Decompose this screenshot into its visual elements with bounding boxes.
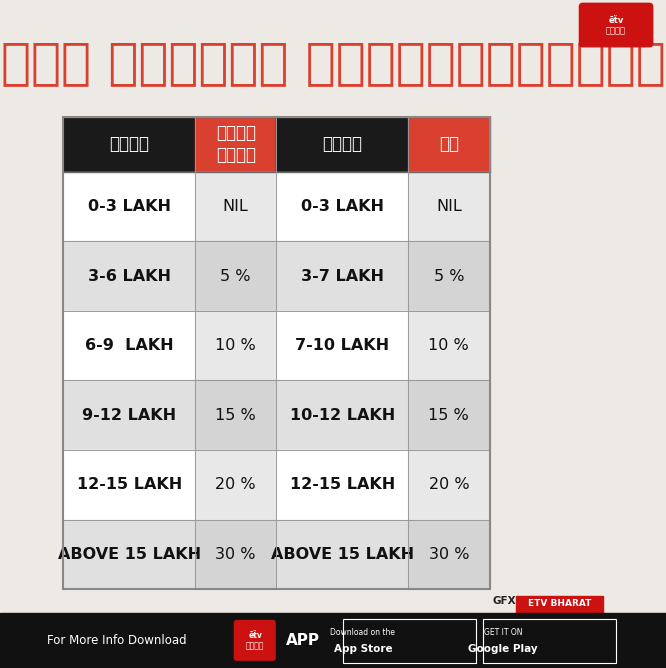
Text: 3-6 LAKH: 3-6 LAKH	[88, 269, 170, 283]
Text: Google Play: Google Play	[468, 644, 537, 653]
Text: 7-10 LAKH: 7-10 LAKH	[295, 338, 390, 353]
Text: ಊಗ: ಊಗ	[439, 136, 459, 153]
Bar	[408, 241, 490, 311]
Text: 12-15 LAKH: 12-15 LAKH	[77, 478, 182, 492]
Text: 0-3 LAKH: 0-3 LAKH	[88, 199, 170, 214]
Bar	[195, 311, 276, 381]
Text: 30 %: 30 %	[216, 547, 256, 562]
Bar	[63, 117, 195, 172]
Text: NIL: NIL	[436, 199, 462, 214]
Text: For More Info Download: For More Info Download	[47, 634, 186, 647]
Text: GFX: GFX	[493, 596, 516, 606]
Bar	[195, 520, 276, 589]
Text: App Store: App Store	[334, 644, 392, 653]
Text: 30 %: 30 %	[429, 547, 469, 562]
Text: 20 %: 20 %	[428, 478, 469, 492]
Text: 6-9  LAKH: 6-9 LAKH	[85, 338, 174, 353]
Bar	[63, 311, 195, 381]
Text: NIL: NIL	[223, 199, 248, 214]
Bar	[63, 381, 195, 450]
Bar	[195, 381, 276, 450]
Text: 5 %: 5 %	[220, 269, 251, 283]
Bar	[408, 311, 490, 381]
Text: ABOVE 15 LAKH: ABOVE 15 LAKH	[271, 547, 414, 562]
Text: ABOVE 15 LAKH: ABOVE 15 LAKH	[58, 547, 200, 562]
Text: 12-15 LAKH: 12-15 LAKH	[290, 478, 395, 492]
Bar	[408, 381, 490, 450]
Text: 15 %: 15 %	[215, 407, 256, 423]
Text: 3-7 LAKH: 3-7 LAKH	[301, 269, 384, 283]
Bar	[408, 117, 490, 172]
Bar	[276, 241, 408, 311]
Text: 9-12 LAKH: 9-12 LAKH	[82, 407, 176, 423]
Bar	[276, 311, 408, 381]
Bar	[276, 520, 408, 589]
Text: ಹೋಸ ತೆರಿಗೆ ಸ್ಲ್್್್್್ೆಬ್: ಹೋಸ ತೆರಿಗೆ ಸ್ಲ್್್್್್ೆಬ್	[1, 39, 665, 88]
Text: 10 %: 10 %	[215, 338, 256, 353]
Text: 10 %: 10 %	[428, 338, 470, 353]
Bar	[276, 381, 408, 450]
Text: GET IT ON: GET IT ON	[484, 628, 522, 637]
Text: 10-12 LAKH: 10-12 LAKH	[290, 407, 395, 423]
Text: 5 %: 5 %	[434, 269, 464, 283]
Text: ēẗv
भारत: ēẗv भारत	[606, 15, 626, 35]
Bar	[63, 241, 195, 311]
Bar	[483, 619, 616, 663]
Bar	[195, 172, 276, 241]
Text: 0-3 LAKH: 0-3 LAKH	[301, 199, 384, 214]
Text: ಕಳೆದ
ವರ್ಷ: ಕಳೆದ ವರ್ಷ	[216, 124, 256, 164]
Bar	[516, 596, 603, 613]
Bar	[0, 613, 666, 668]
Text: ಆದಾಯ: ಆದಾಯ	[322, 136, 362, 153]
Bar	[276, 117, 408, 172]
Bar	[343, 619, 476, 663]
Bar	[63, 172, 195, 241]
Bar	[276, 450, 408, 520]
Text: ಆದಾಯ: ಆದಾಯ	[109, 136, 149, 153]
Bar	[408, 520, 490, 589]
Text: Download on the: Download on the	[330, 628, 396, 637]
Bar	[408, 450, 490, 520]
Bar	[195, 117, 276, 172]
Bar	[63, 520, 195, 589]
Bar	[195, 450, 276, 520]
Bar	[195, 241, 276, 311]
Text: 15 %: 15 %	[428, 407, 470, 423]
Bar	[408, 172, 490, 241]
FancyBboxPatch shape	[234, 621, 275, 660]
Text: APP: APP	[286, 633, 320, 648]
Text: ēẗv
भारत: ēẗv भारत	[246, 631, 264, 651]
FancyBboxPatch shape	[579, 3, 653, 47]
Text: ETV BHARAT: ETV BHARAT	[527, 599, 591, 609]
Text: 20 %: 20 %	[215, 478, 256, 492]
Bar	[63, 117, 490, 589]
Bar	[276, 172, 408, 241]
Bar	[63, 450, 195, 520]
